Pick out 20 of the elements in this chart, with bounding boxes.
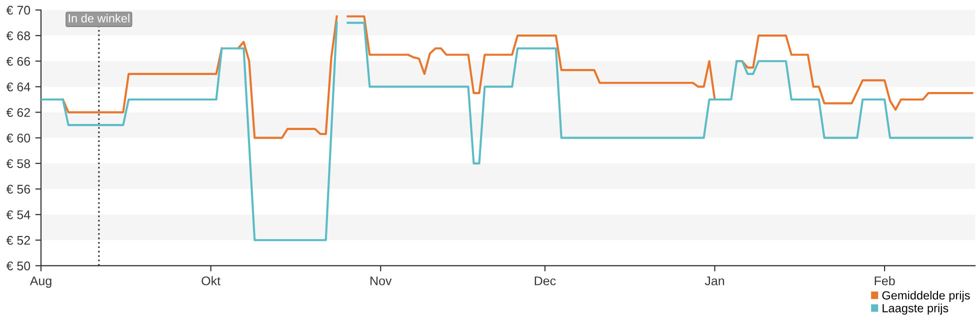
y-tick-label: € 68 bbox=[6, 31, 30, 40]
x-tick-label: Nov bbox=[370, 276, 392, 286]
x-tick-label: Jan bbox=[704, 276, 724, 286]
y-tick-label: € 64 bbox=[6, 82, 30, 92]
y-tick-label: € 70 bbox=[6, 6, 30, 15]
y-tick-label: € 50 bbox=[6, 262, 30, 270]
y-tick-label: € 66 bbox=[6, 56, 30, 66]
legend-label: Gemiddelde prijs bbox=[882, 290, 970, 302]
x-tick-label: Okt bbox=[202, 276, 220, 286]
y-tick-label: € 52 bbox=[6, 236, 30, 245]
legend-label: Laagste prijs bbox=[882, 304, 948, 315]
x-tick-label: Aug bbox=[30, 276, 52, 288]
annotation: In de winkel bbox=[68, 14, 130, 23]
y-tick-label: € 60 bbox=[6, 134, 30, 142]
x-tick-label: Feb bbox=[874, 276, 895, 286]
y-tick-label: € 62 bbox=[6, 108, 30, 117]
y-tick-label: € 54 bbox=[6, 210, 30, 220]
x-tick-label: Dec bbox=[534, 276, 556, 286]
y-tick-label: € 58 bbox=[6, 159, 30, 168]
y-tick-label: € 56 bbox=[6, 184, 30, 194]
